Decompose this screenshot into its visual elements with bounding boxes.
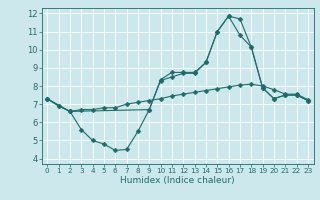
X-axis label: Humidex (Indice chaleur): Humidex (Indice chaleur) <box>120 176 235 185</box>
